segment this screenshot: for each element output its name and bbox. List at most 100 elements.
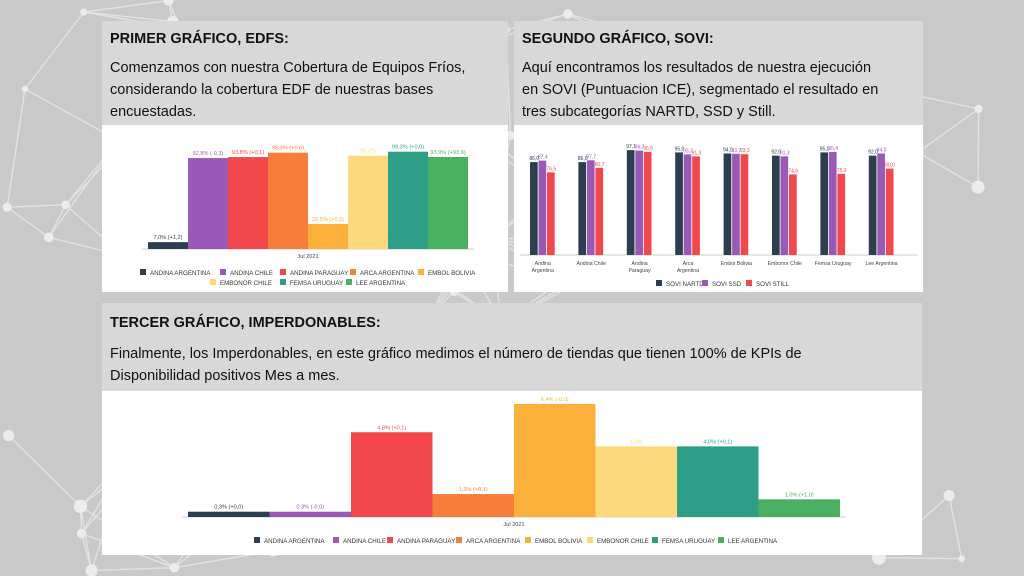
edfs-data-label: 25,5% (+0,2) [312, 217, 344, 223]
imperdonables-legend-label: ANDINA CHILE [343, 538, 386, 545]
sovi-x-tick-label: Andina [535, 261, 551, 267]
sovi-bar [635, 150, 643, 255]
network-node [943, 490, 955, 502]
sovi-bar [547, 172, 555, 255]
sovi-data-label: 95,4 [828, 146, 838, 152]
imperdonables-bar [188, 511, 270, 517]
imperdonables-bar [269, 511, 351, 517]
imperdonables-text-line: Finalmente, los Imperdonables, en este g… [110, 346, 802, 362]
imperdonables-legend-label: EMBOL BOLIVIA [535, 538, 583, 545]
sovi-bar [820, 152, 829, 255]
imperdonables-chart-svg: 0,3% (+0,0) 0,3% (-0,0) 4,8% (+0,1) 1,3% (+… [182, 397, 846, 545]
sovi-bar [626, 150, 635, 255]
network-line [91, 567, 175, 572]
imperdonables-chart: 0,3% (+0,0) 0,3% (-0,0) 4,8% (+0,1) 1,3% (+… [102, 391, 922, 555]
sovi-data-label: 93,3 [740, 148, 750, 154]
edfs-bar [268, 152, 308, 249]
imperdonables-bar [351, 432, 433, 517]
edfs-bar [228, 157, 268, 249]
sovi-bar [683, 154, 692, 255]
sovi-data-label: 93,2 [683, 148, 693, 154]
imperdonables-data-label: 1,0% (+1,0) [785, 492, 814, 498]
imperdonables-legend-label: LEE ARGENTINA [728, 538, 778, 545]
network-node [163, 0, 174, 6]
imperdonables-legend-label: ANDINA ARGENTINA [264, 538, 325, 545]
edfs-data-label: 7,0% (+1,2) [153, 235, 182, 241]
network-node [974, 104, 983, 114]
edfs-x-tick-label: Jul 2021 [297, 254, 318, 260]
sovi-data-label: 92,0 [868, 150, 878, 156]
edfs-legend-swatch [280, 279, 286, 285]
network-node [43, 232, 54, 243]
edfs-legend-label: LEE ARGENTINA [356, 280, 406, 287]
edfs-data-label: 93,8% (+0,1) [232, 150, 264, 156]
sovi-data-label: 93,7 [731, 148, 741, 154]
sovi-data-label: 76,5 [546, 166, 556, 172]
edfs-text-line: considerando la cobertura EDF de nuestra… [110, 82, 434, 98]
sovi-bar [868, 155, 877, 255]
edfs-data-label: 93,9% (+93,9) [430, 150, 465, 156]
imperdonables-legend-label: ANDINA PARAGUAY [397, 538, 455, 545]
sovi-x-tick-label: Lee Argentina [866, 261, 898, 267]
sovi-data-label: 94,0 [723, 147, 733, 153]
sovi-data-label: 96,7 [635, 145, 645, 151]
sovi-bar [675, 152, 683, 255]
network-line [80, 533, 93, 571]
imperdonables-data-label: 6,4% (-0,0) [541, 397, 569, 403]
network-node [169, 562, 180, 573]
edfs-legend-swatch [280, 269, 286, 275]
edfs-bar [148, 242, 188, 249]
imperdonables-x-tick-label: Jul 2021 [503, 522, 524, 528]
edfs-bar [428, 156, 468, 249]
sovi-data-label: 91,3 [780, 150, 790, 156]
sovi-data-label: 80,7 [595, 162, 605, 168]
imperdonables-legend-swatch [333, 537, 339, 543]
sovi-x-tick-label: Argentina [677, 268, 699, 274]
imperdonables-data-label: 4,0% (+0,1) [703, 439, 732, 445]
imperdonables-data-label: 4,0% [630, 439, 643, 445]
network-line [7, 204, 66, 208]
network-node [73, 499, 88, 513]
imperdonables-bar [514, 404, 596, 517]
edfs-legend-label: EMBOL BOLIVIA [428, 270, 476, 277]
sovi-chart-svg: 86,087,476,5AndinaArgentina86,087,780,7A… [520, 144, 918, 288]
imperdonables-data-label: 0,3% (+0,0) [214, 505, 243, 511]
network-node [85, 564, 98, 576]
network-line [878, 557, 962, 560]
edfs-legend-swatch [220, 269, 226, 275]
sovi-x-tick-label: Embonor Chile [768, 261, 802, 267]
sovi-data-label: 87,4 [538, 155, 548, 161]
network-node [76, 528, 87, 539]
network-line [83, 11, 173, 23]
edfs-data-label: 95,2% [360, 149, 376, 155]
edfs-chart-svg: 7,0% (+1,2) 92,8% (-0,3) 93,8% (+0,1) 98,3%… [140, 145, 476, 287]
edfs-title: PRIMER GRÁFICO, EDFS: [110, 31, 289, 47]
network-node [80, 8, 88, 16]
imperdonables-legend-swatch [525, 537, 531, 543]
network-node [21, 85, 29, 93]
imperdonables-title: TERCER GRÁFICO, IMPERDONABLES: [110, 315, 381, 331]
sovi-bar [643, 151, 652, 255]
imperdonables-legend-swatch [652, 537, 658, 543]
sovi-legend-label: SOVI STILL [756, 281, 790, 288]
edfs-legend-label: ANDINA CHILE [230, 270, 273, 277]
imperdonables-legend-swatch [587, 537, 593, 543]
sovi-x-tick-label: Andina Chile [576, 261, 606, 267]
imperdonables-legend-label: FEMSA URUGUAY [662, 538, 715, 545]
network-node [971, 180, 985, 194]
sovi-panel: SEGUNDO GRÁFICO, SOVI: Aquí encontramos … [514, 21, 923, 125]
sovi-data-label: 95,5 [643, 146, 653, 152]
imperdonables-legend-swatch [718, 537, 724, 543]
network-node [3, 429, 15, 442]
edfs-panel: PRIMER GRÁFICO, EDFS: Comenzamos con nue… [102, 21, 508, 125]
sovi-data-label: 97,1 [626, 144, 636, 150]
edfs-legend-label: FEMSA URUGUAY [290, 280, 343, 287]
sovi-legend-swatch [702, 280, 708, 286]
edfs-bar [388, 151, 428, 249]
sovi-text: Aquí encontramos los resultados de nuest… [522, 57, 922, 123]
network-line [917, 151, 979, 188]
edfs-bar [188, 158, 228, 249]
edfs-bar [348, 155, 388, 249]
imperdonables-data-label: 0,3% (-0,0) [296, 505, 324, 511]
sovi-bar [530, 162, 538, 255]
